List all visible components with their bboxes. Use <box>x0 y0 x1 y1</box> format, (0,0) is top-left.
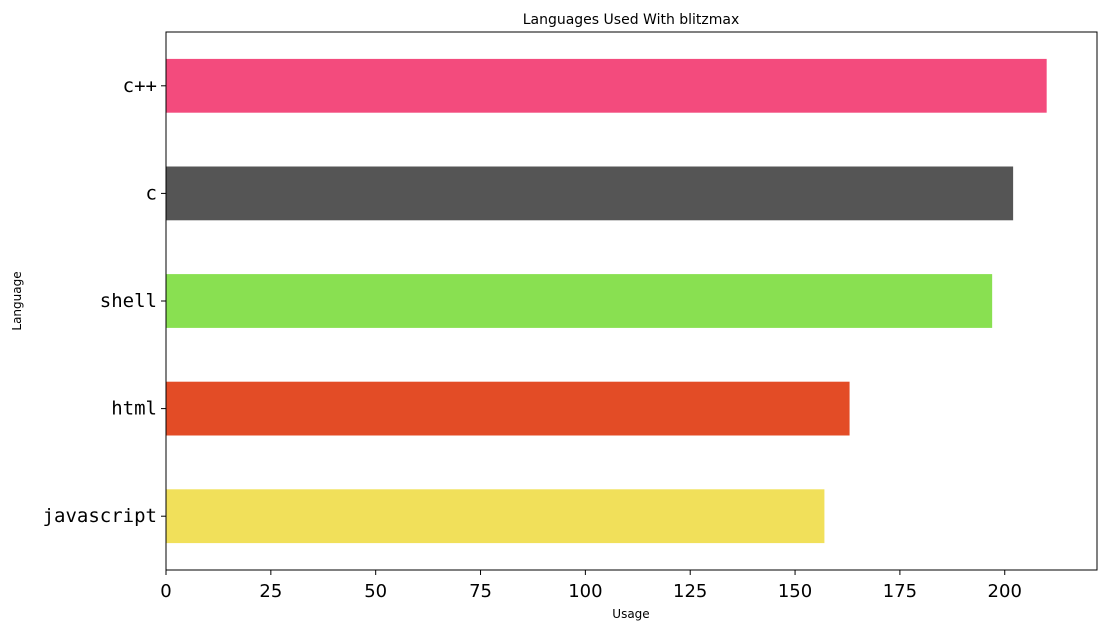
x-axis: 0 25 50 75 100 125 150 175 200 <box>160 570 1022 602</box>
x-tick-label: 175 <box>883 581 917 602</box>
x-tick-label: 150 <box>778 581 812 602</box>
x-tick-label: 100 <box>568 581 602 602</box>
y-axis: c++ c shell html javascript <box>43 75 166 527</box>
y-tick-label: c <box>146 182 157 204</box>
bars-layer <box>166 58 1047 544</box>
x-tick-label: 50 <box>364 581 387 602</box>
y-tick-label: shell <box>100 290 157 312</box>
bar-html <box>166 381 850 436</box>
chart-title: Languages Used With blitzmax <box>523 12 740 28</box>
bar-javascript <box>166 489 825 544</box>
x-tick-label: 0 <box>160 581 171 602</box>
x-tick-label: 75 <box>469 581 492 602</box>
bar-shell <box>166 274 993 328</box>
y-axis-label: Language <box>10 271 24 330</box>
y-tick-label: c++ <box>123 75 157 97</box>
x-tick-label: 125 <box>673 581 707 602</box>
bar-c <box>166 166 1014 221</box>
x-tick-label: 25 <box>259 581 282 602</box>
bar-c- <box>166 58 1047 113</box>
x-axis-label: Usage <box>612 607 649 621</box>
x-tick-label: 200 <box>988 581 1022 602</box>
y-tick-label: javascript <box>43 505 157 527</box>
y-tick-label: html <box>111 398 157 420</box>
